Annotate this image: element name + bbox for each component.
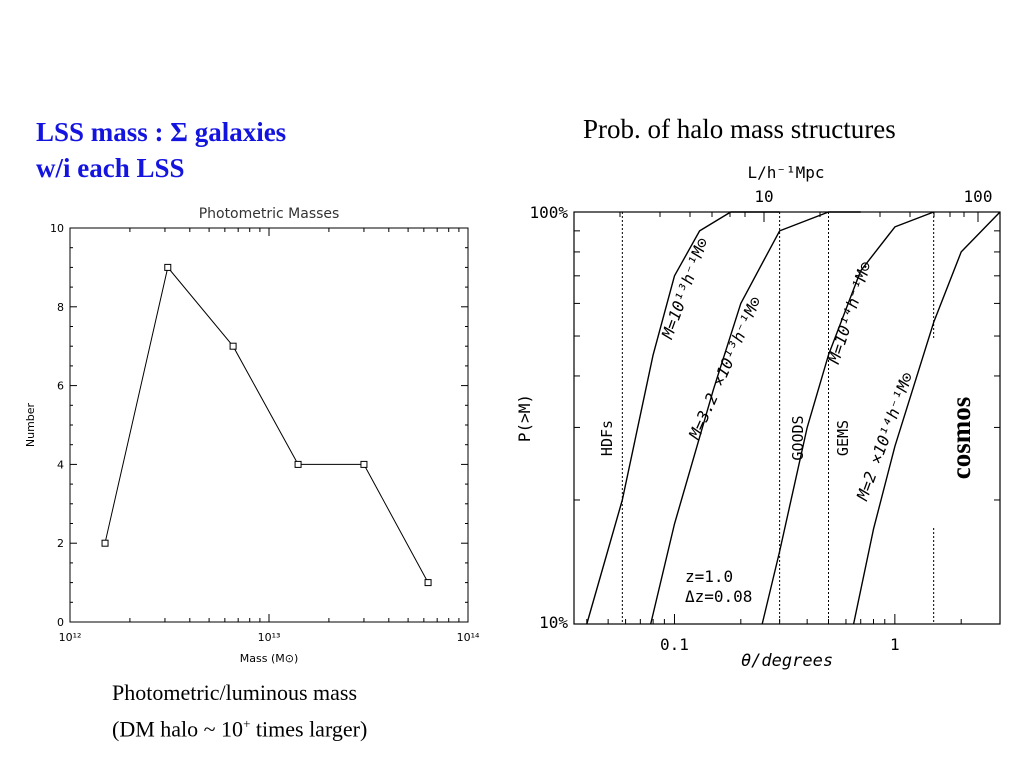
x-axis-label: Mass (M⊙): [240, 652, 298, 665]
top-tick-label: 10: [754, 187, 773, 206]
data-point: [360, 460, 368, 468]
top-tick-label: 100: [964, 187, 993, 206]
series-curve: [852, 211, 1001, 625]
survey-label-cosmos: cosmos: [946, 397, 976, 480]
data-point: [101, 539, 109, 547]
y-tick-label: 2: [57, 537, 64, 550]
data-point: [294, 460, 302, 468]
chart-title: Photometric Masses: [199, 206, 340, 222]
y-axis-label: P(>M): [515, 394, 534, 442]
y-tick-label: 10: [50, 222, 64, 235]
annotation-dz: Δz=0.08: [685, 587, 752, 606]
data-point: [229, 342, 237, 350]
series-curve: [761, 211, 934, 625]
left-heading-line2: w/i each LSS: [36, 153, 185, 183]
caption-line1: Photometric/luminous mass: [112, 680, 358, 705]
series-curve: [586, 211, 780, 625]
data-point: [164, 263, 172, 271]
caption-line2: (DM halo ~ 10+ times larger): [112, 708, 367, 744]
survey-label: HDFs: [598, 420, 616, 456]
y-axis-label: Number: [24, 402, 37, 447]
x-axis-label: θ/degrees: [741, 651, 833, 671]
y-tick-label: 10%: [539, 613, 568, 632]
x-tick-label: 10¹³: [258, 631, 281, 644]
y-tick-label: 8: [57, 301, 64, 314]
x-tick-label: 1: [890, 635, 900, 654]
left-heading-line1: LSS mass : Σ galaxies: [36, 117, 287, 147]
x-tick-label: 0.1: [660, 635, 689, 654]
y-tick-label: 4: [57, 458, 64, 471]
top-axis-label: L/h⁻¹Mpc: [747, 163, 824, 182]
caption-line2-sup: +: [243, 716, 251, 731]
right-heading: Prob. of halo mass structures: [583, 114, 896, 144]
y-tick-label: 100%: [529, 203, 568, 222]
caption-line2-pre: (DM halo ~ 10: [112, 716, 244, 742]
series-label: M=10¹³h⁻¹M⊙: [657, 235, 712, 342]
survey-label: GEMS: [834, 420, 852, 456]
caption: Photometric/luminous mass (DM halo ~ 10+…: [112, 677, 367, 744]
plot-frame: [573, 211, 1001, 625]
y-tick-label: 0: [57, 616, 64, 629]
x-tick-label: 10¹²: [59, 631, 82, 644]
annotation-z: z=1.0: [685, 567, 733, 586]
series-line: [104, 266, 429, 583]
series-label: M=10¹⁴h⁻¹M⊙: [824, 259, 875, 367]
data-point: [424, 579, 432, 587]
series-curve: [650, 211, 861, 625]
caption-line2-post: times larger): [250, 716, 368, 742]
left-heading: LSS mass : Σ galaxies w/i each LSS: [36, 114, 286, 186]
x-tick-label: 10¹⁴: [457, 631, 480, 644]
series-label: M=3.2 ×10¹³h⁻¹M⊙: [685, 293, 766, 443]
y-tick-label: 6: [57, 380, 64, 393]
